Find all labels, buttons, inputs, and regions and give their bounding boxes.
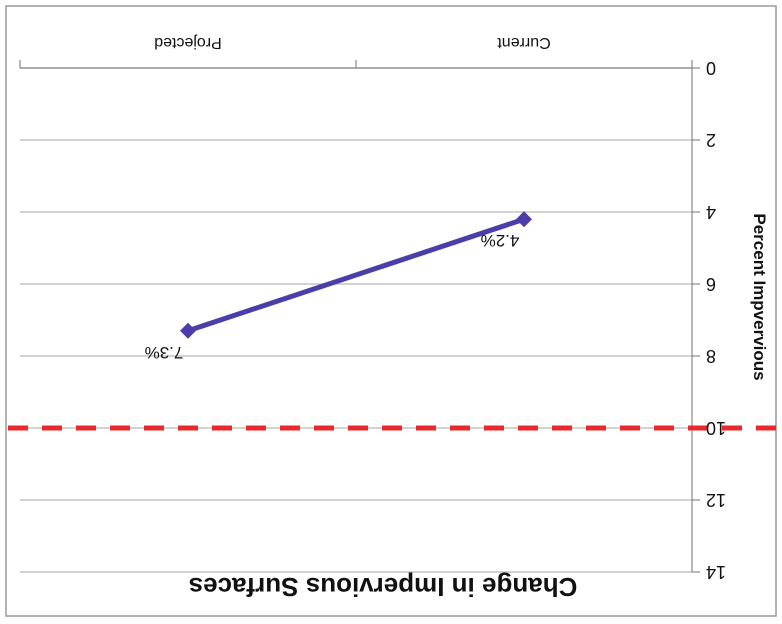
y-tick-label-12: 12 bbox=[706, 490, 726, 510]
series-group bbox=[180, 211, 532, 339]
gridlines bbox=[20, 67, 692, 573]
y-tick-label-10: 10 bbox=[706, 418, 726, 438]
labels-group: 0 2 4 6 8 10 12 14 Current Projected 4.2% 7.3% bbox=[145, 34, 726, 582]
data-point-current bbox=[516, 211, 532, 228]
data-label-projected: 7.3% bbox=[145, 343, 184, 362]
series-line-0 bbox=[187, 216, 525, 334]
y-tick-label-2: 2 bbox=[706, 130, 716, 150]
y-tick-label-6: 6 bbox=[706, 274, 716, 294]
chart-border bbox=[5, 5, 777, 617]
data-point-projected bbox=[180, 322, 196, 339]
y-axis-title: Percent Impvervious bbox=[750, 213, 769, 380]
y-tick-label-0: 0 bbox=[706, 58, 716, 78]
y-tick-label-14: 14 bbox=[706, 562, 726, 582]
x-category-label-current: Current bbox=[497, 34, 551, 51]
chart-title: Change in Impervious Surfaces bbox=[189, 572, 578, 602]
axes bbox=[19, 60, 700, 573]
y-tick-label-4: 4 bbox=[706, 202, 716, 222]
x-category-label-projected: Projected bbox=[154, 34, 222, 51]
y-tick-label-8: 8 bbox=[706, 346, 716, 366]
data-label-current: 4.2% bbox=[481, 231, 520, 250]
